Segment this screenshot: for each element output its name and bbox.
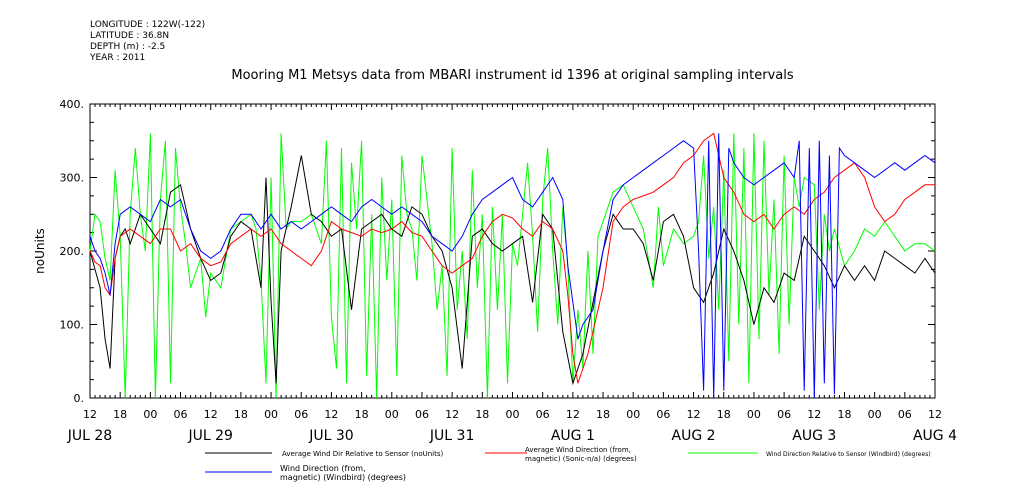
date-label: AUG 4	[913, 428, 957, 444]
x-tick-label: 18	[113, 408, 127, 421]
x-tick-label: 00	[626, 408, 640, 421]
x-tick-label: 12	[807, 408, 821, 421]
series-line	[89, 133, 936, 399]
depth-label: DEPTH (m) : -2.5	[90, 42, 166, 52]
legend-label: Wind Direction Relative to Sensor (Windb…	[766, 451, 931, 458]
x-tick-label: 06	[174, 408, 188, 421]
x-tick-label: 00	[143, 408, 157, 421]
y-tick-label: 400.	[60, 98, 85, 111]
legend-label: magnetic) (Sonic-n/a) (degrees)	[525, 455, 637, 463]
x-tick-label: 18	[596, 408, 610, 421]
y-tick-label: 200.	[60, 245, 85, 258]
latitude-label: LATITUDE : 36.8N	[90, 31, 170, 41]
legend-label: Average Wind Dir Relative to Sensor (noU…	[282, 450, 443, 458]
date-label: AUG 2	[672, 428, 716, 444]
x-tick-label: 12	[566, 408, 580, 421]
series-line	[89, 132, 935, 384]
x-tick-label: 00	[506, 408, 520, 421]
x-tick-label: 12	[928, 408, 942, 421]
legend-label: magnetic) (Windbird) (degrees)	[280, 473, 406, 482]
x-tick-label: 12	[687, 408, 701, 421]
y-tick-label: 0.	[74, 392, 85, 405]
legend: Average Wind Dir Relative to Sensor (noU…	[205, 446, 931, 482]
x-tick-label: 18	[837, 408, 851, 421]
year-label: YEAR : 2011	[90, 53, 146, 63]
x-tick-label: 18	[234, 408, 248, 421]
x-tick-label: 06	[656, 408, 670, 421]
x-tick-label: 18	[717, 408, 731, 421]
x-tick-label: 00	[747, 408, 761, 421]
legend-label: Average Wind Direction (from,	[525, 446, 631, 454]
x-tick-label: 06	[294, 408, 308, 421]
axis-labels: 0. 100. 200. 300. 400. 12 18 00 06 12 18 00 06 12 18 00…	[60, 98, 958, 444]
y-axis-label: noUnits	[33, 228, 47, 274]
date-label: AUG 1	[551, 428, 595, 444]
x-tick-label: 12	[445, 408, 459, 421]
x-tick-label: 12	[83, 408, 97, 421]
date-label: JUL 28	[67, 428, 112, 444]
x-tick-label: 00	[264, 408, 278, 421]
x-tick-label: 00	[385, 408, 399, 421]
x-tick-label: 18	[475, 408, 489, 421]
series-layer	[89, 132, 936, 399]
date-label: JUL 29	[187, 428, 232, 444]
x-tick-label: 06	[898, 408, 912, 421]
metadata-header: LONGITUDE : 122W(-122) LATITUDE : 36.8N …	[90, 20, 205, 64]
date-label: AUG 3	[792, 428, 836, 444]
legend-label: Wind Direction (from,	[280, 464, 366, 473]
chart-title: Mooring M1 Metsys data from MBARI instru…	[231, 68, 794, 83]
longitude-label: LONGITUDE : 122W(-122)	[90, 20, 206, 30]
series-line	[89, 133, 936, 399]
y-tick-label: 300.	[60, 172, 85, 185]
y-tick-label: 100.	[60, 319, 85, 332]
x-tick-label: 06	[777, 408, 791, 421]
x-tick-label: 06	[536, 408, 550, 421]
x-tick-label: 00	[868, 408, 882, 421]
x-tick-label: 06	[415, 408, 429, 421]
x-tick-label: 18	[355, 408, 369, 421]
x-tick-label: 12	[324, 408, 338, 421]
date-label: JUL 31	[429, 428, 474, 444]
date-label: JUL 30	[308, 428, 353, 444]
x-tick-label: 12	[204, 408, 218, 421]
